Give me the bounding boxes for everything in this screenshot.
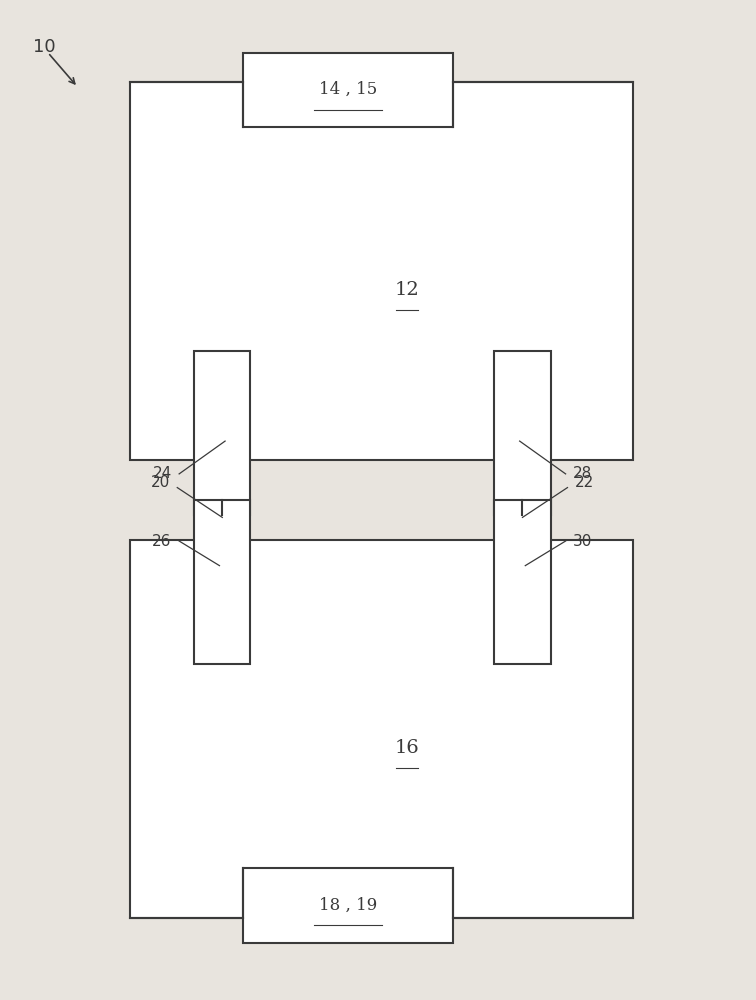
FancyBboxPatch shape: [130, 540, 634, 918]
FancyBboxPatch shape: [130, 82, 634, 460]
FancyBboxPatch shape: [243, 868, 453, 943]
Text: 26: 26: [152, 534, 172, 549]
FancyBboxPatch shape: [494, 500, 550, 664]
Text: 12: 12: [395, 281, 420, 299]
Text: 28: 28: [573, 466, 593, 481]
FancyBboxPatch shape: [494, 351, 550, 515]
Text: 10: 10: [33, 38, 55, 56]
Text: 20: 20: [150, 475, 170, 490]
Text: 18 , 19: 18 , 19: [319, 897, 377, 914]
FancyBboxPatch shape: [243, 52, 453, 127]
Text: 14 , 15: 14 , 15: [319, 81, 377, 98]
Text: 30: 30: [573, 534, 593, 549]
FancyBboxPatch shape: [194, 500, 250, 664]
FancyBboxPatch shape: [194, 351, 250, 515]
Text: 16: 16: [395, 739, 420, 757]
Text: 22: 22: [575, 475, 594, 490]
Text: 24: 24: [153, 466, 172, 481]
